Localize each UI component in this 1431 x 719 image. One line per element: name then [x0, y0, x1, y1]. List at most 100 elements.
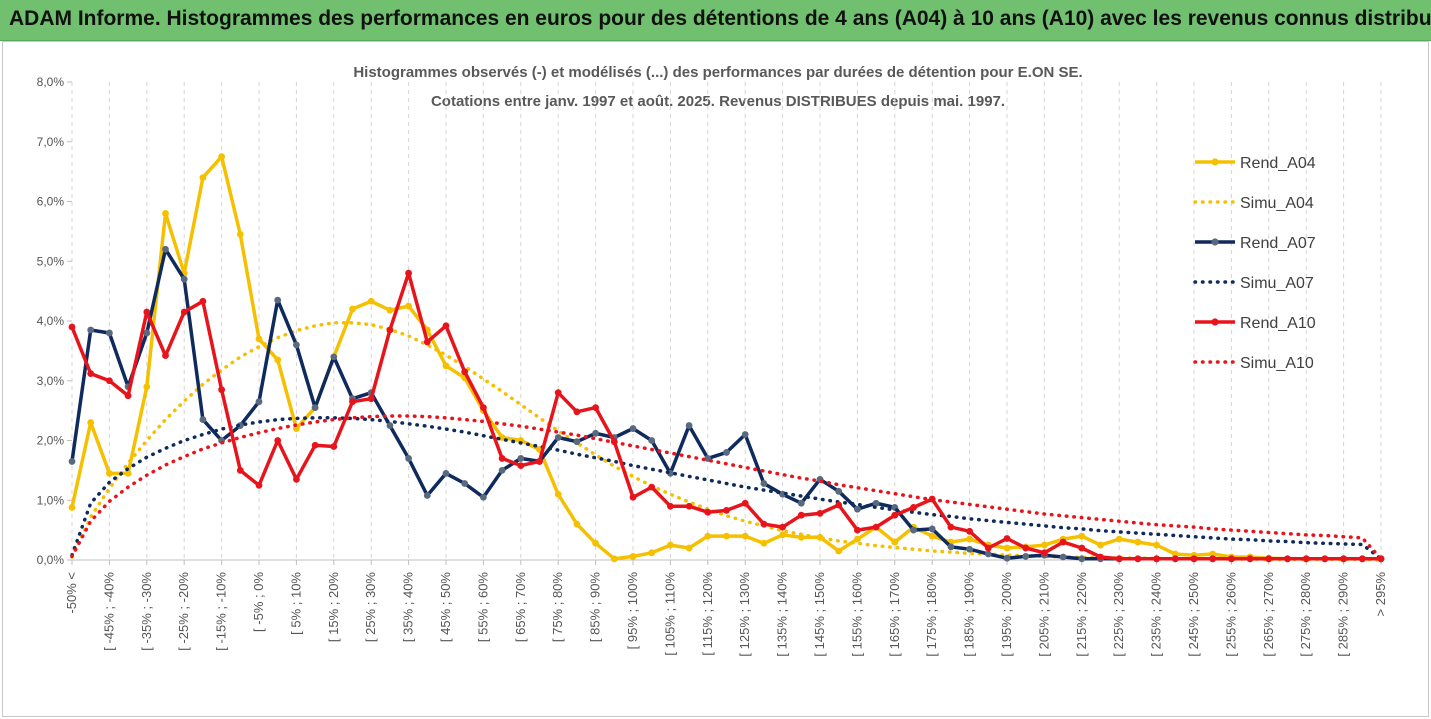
data-point-rend-a07 — [1078, 555, 1086, 563]
y-tick-label: 4,0% — [37, 314, 65, 328]
data-point-rend-a07 — [480, 493, 487, 501]
data-point-rend-a10 — [1302, 555, 1310, 563]
data-point-rend-a04 — [367, 297, 375, 305]
data-point-rend-a04 — [124, 469, 132, 477]
data-point-rend-a10 — [1003, 535, 1011, 542]
data-point-rend-a04 — [442, 362, 450, 370]
data-point-rend-a10 — [779, 523, 786, 531]
y-tick-label: 6,0% — [37, 195, 65, 209]
data-point-rend-a07 — [386, 422, 394, 429]
data-point-rend-a10 — [891, 511, 899, 519]
data-point-rend-a04 — [218, 153, 226, 161]
x-tick-label: > 295% — [1373, 572, 1388, 617]
legend-label-rend-a07: Rend_A07 — [1240, 235, 1316, 252]
data-point-rend-a10 — [218, 386, 226, 394]
x-tick-label: [ 135% ; 140% — [775, 572, 790, 657]
x-tick-label: [ 235% ; 240% — [1149, 572, 1164, 657]
data-point-rend-a04 — [1003, 544, 1011, 552]
y-tick-label: 7,0% — [37, 135, 65, 149]
data-point-rend-a10 — [947, 523, 955, 531]
data-point-rend-a04 — [685, 544, 693, 552]
data-point-rend-a10 — [573, 408, 581, 416]
x-tick-label: [ 55% ; 60% — [475, 572, 490, 643]
data-point-rend-a10 — [517, 462, 525, 469]
x-tick-label: [ 215% ; 220% — [1074, 572, 1089, 657]
x-tick-label: [ 155% ; 160% — [849, 572, 864, 657]
data-point-rend-a10 — [704, 508, 712, 516]
series-line-simu-a10 — [70, 414, 1383, 561]
x-tick-label: [ 185% ; 190% — [962, 572, 977, 657]
data-point-rend-a10 — [984, 544, 992, 552]
x-axis: -50% < [ -45% ; -40% [ -35% ; -30% [ -25% ;… — [64, 559, 1388, 657]
legend-marker-rend-a10 — [1211, 318, 1219, 326]
data-point-rend-a07 — [255, 398, 263, 406]
x-tick-label: [ 285% ; 290% — [1336, 572, 1351, 657]
chart-series — [68, 153, 1385, 563]
data-point-rend-a10 — [910, 504, 917, 511]
data-point-rend-a04 — [629, 553, 637, 560]
page-title: ADAM Informe. Histogrammes des performan… — [9, 7, 1431, 30]
x-tick-label: [ 75% ; 80% — [550, 572, 565, 643]
x-tick-label: [ 125% ; 130% — [737, 572, 752, 657]
data-point-rend-a07 — [442, 469, 450, 477]
data-point-rend-a10 — [854, 526, 861, 534]
data-point-rend-a10 — [293, 475, 300, 483]
data-point-rend-a10 — [536, 458, 543, 465]
data-point-rend-a10 — [760, 520, 768, 528]
chart-frame — [2, 41, 1429, 717]
x-tick-label: [ -15% ; -10% — [214, 572, 229, 651]
data-point-rend-a10 — [685, 502, 693, 510]
data-point-rend-a07 — [1003, 554, 1011, 562]
data-point-rend-a07 — [423, 492, 431, 499]
data-point-rend-a04 — [760, 539, 768, 547]
chart-title: Histogrammes observés (-) et modélisés (… — [353, 64, 1082, 81]
data-point-rend-a10 — [199, 297, 207, 305]
data-point-rend-a07 — [1022, 553, 1030, 560]
data-point-rend-a07 — [293, 341, 300, 349]
data-point-rend-a10 — [1321, 555, 1329, 563]
data-point-rend-a04 — [854, 535, 861, 543]
x-tick-label: [ 95% ; 100% — [625, 572, 640, 650]
data-point-rend-a10 — [367, 395, 375, 403]
legend-label-simu-a07: Simu_A07 — [1240, 275, 1314, 292]
x-tick-label: [ 45% ; 50% — [438, 572, 453, 643]
data-point-rend-a10 — [1265, 555, 1273, 563]
data-point-rend-a04 — [891, 538, 899, 546]
legend-label-simu-a04: Simu_A04 — [1240, 195, 1314, 212]
legend-label-rend-a10: Rend_A10 — [1240, 315, 1316, 332]
data-point-rend-a10 — [330, 443, 338, 450]
data-point-rend-a04 — [704, 532, 712, 540]
data-point-rend-a07 — [629, 425, 637, 432]
data-point-rend-a07 — [592, 429, 599, 437]
data-point-rend-a10 — [349, 398, 356, 406]
data-point-rend-a04 — [1153, 541, 1160, 549]
x-tick-label: [ 205% ; 210% — [1036, 572, 1051, 657]
data-point-rend-a04 — [87, 419, 95, 426]
data-point-rend-a10 — [1171, 555, 1179, 563]
header-banner: ADAM Informe. Histogrammes des performan… — [0, 0, 1431, 41]
legend-label-simu-a10: Simu_A10 — [1240, 355, 1314, 372]
data-point-rend-a07 — [872, 499, 880, 507]
data-point-rend-a10 — [1358, 555, 1366, 563]
data-point-rend-a10 — [87, 370, 95, 377]
legend-marker-rend-a07 — [1211, 238, 1219, 246]
data-point-rend-a10 — [274, 437, 282, 444]
data-point-rend-a07 — [835, 487, 843, 495]
x-tick-label: [ 15% ; 20% — [326, 572, 341, 643]
data-point-rend-a10 — [1041, 549, 1048, 557]
data-point-rend-a10 — [1190, 555, 1198, 563]
data-point-rend-a10 — [741, 499, 749, 507]
data-point-rend-a07 — [68, 458, 76, 465]
x-tick-label: [ 255% ; 260% — [1223, 572, 1238, 657]
data-point-rend-a07 — [405, 455, 412, 462]
x-tick-label: [ 275% ; 280% — [1298, 572, 1313, 657]
data-point-rend-a07 — [517, 455, 525, 462]
data-point-rend-a04 — [610, 555, 618, 563]
data-point-rend-a10 — [1097, 553, 1104, 561]
chart-legend[interactable]: Rend_A04 Simu_A04 Rend_A07 Simu_A07 Rend_A10… — [1193, 155, 1316, 372]
data-point-rend-a07 — [760, 480, 768, 487]
legend-marker-rend-a04 — [1211, 158, 1219, 166]
data-point-rend-a10 — [648, 483, 656, 491]
data-point-rend-a04 — [779, 531, 786, 539]
data-point-rend-a04 — [928, 532, 936, 540]
